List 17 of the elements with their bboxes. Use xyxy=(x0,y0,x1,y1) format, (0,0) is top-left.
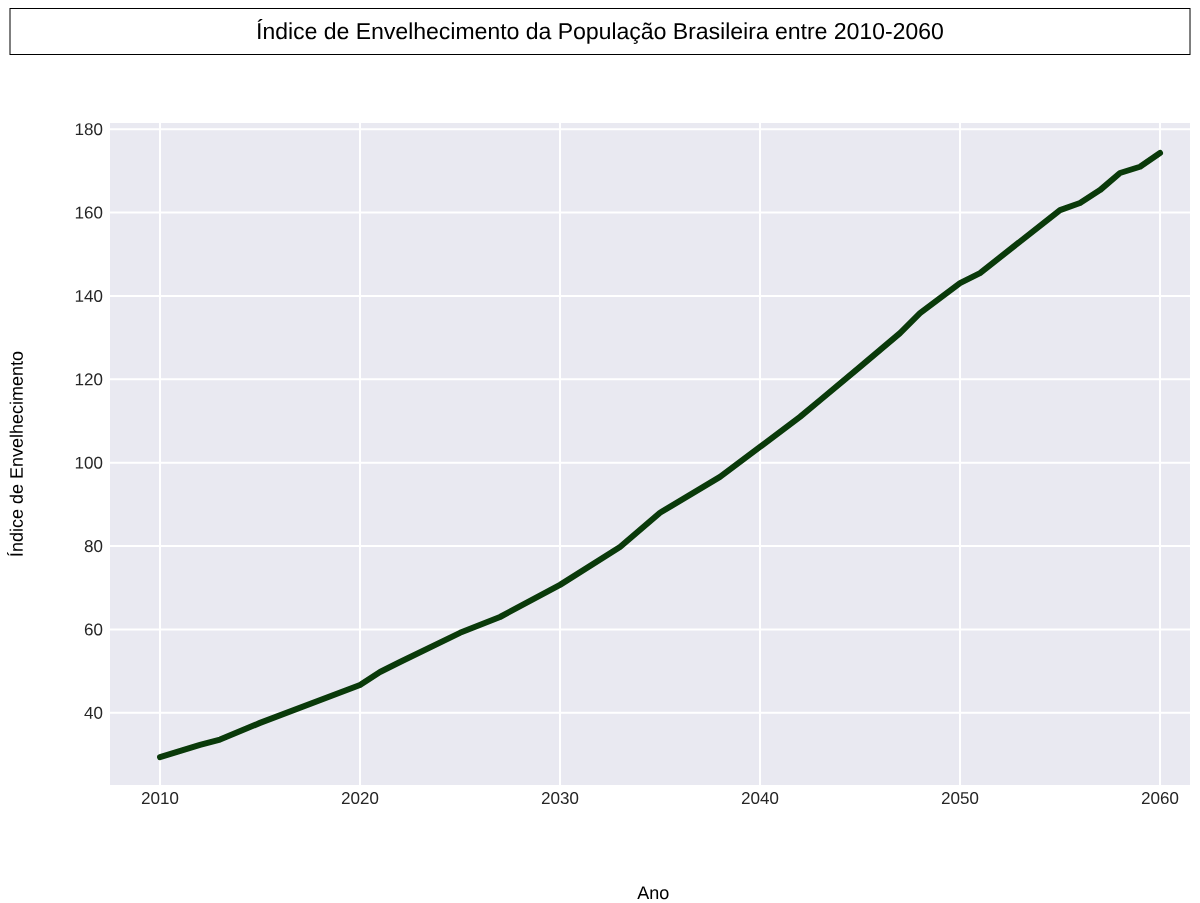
y-tick-label: 120 xyxy=(75,373,103,386)
x-tick-label: 2010 xyxy=(141,792,179,805)
y-axis-title: Índice de Envelhecimento xyxy=(7,351,23,556)
x-tick-label: 2060 xyxy=(1141,792,1179,805)
x-axis-title: Ano xyxy=(637,886,669,900)
x-tick-label: 2030 xyxy=(541,792,579,805)
x-tick-label: 2020 xyxy=(341,792,379,805)
x-tick-label: 2050 xyxy=(941,792,979,805)
y-tick-label: 180 xyxy=(75,123,103,136)
y-tick-label: 140 xyxy=(75,289,103,302)
y-tick-label: 40 xyxy=(84,706,103,719)
chart-title: Índice de Envelhecimento da População Brasileira entre 2010-2060 xyxy=(257,19,943,44)
y-tick-label: 80 xyxy=(84,540,103,553)
y-tick-label: 100 xyxy=(75,456,103,469)
y-tick-label: 60 xyxy=(84,623,103,636)
y-tick-label: 160 xyxy=(75,206,103,219)
x-tick-label: 2040 xyxy=(741,792,779,805)
